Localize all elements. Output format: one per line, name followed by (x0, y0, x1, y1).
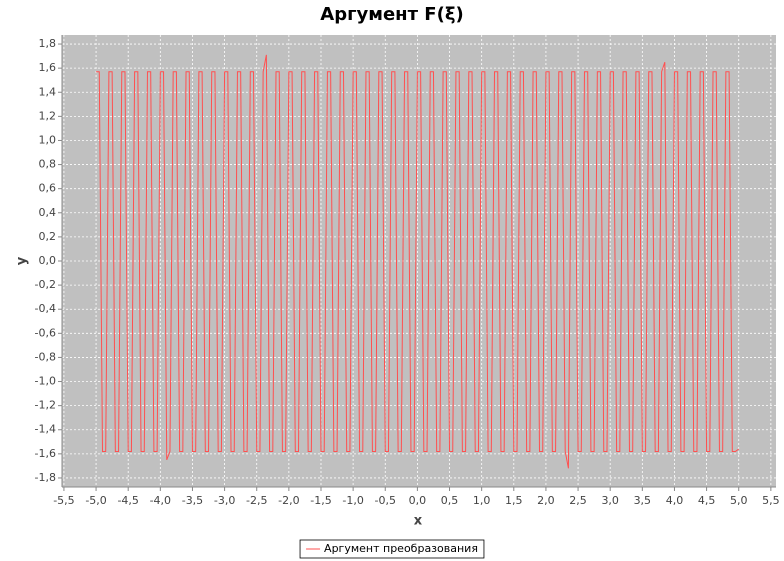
x-tick-label: 4,5 (698, 494, 716, 507)
x-tick-label: 2,0 (537, 494, 555, 507)
y-tick-label: 1,0 (39, 133, 57, 146)
legend-box (299, 539, 485, 559)
y-tick-label: -1,6 (35, 447, 56, 460)
y-tick-label: -0,8 (35, 350, 56, 363)
y-tick-label: -1,8 (35, 471, 56, 484)
x-tick-label: -5,0 (85, 494, 106, 507)
x-tick-label: -0,5 (375, 494, 396, 507)
y-tick-label: 1,6 (39, 61, 57, 74)
x-tick-label: 3,0 (601, 494, 619, 507)
x-tick-label: 0,0 (409, 494, 427, 507)
y-tick-label: 0,8 (39, 158, 57, 171)
x-tick-label: -3,0 (214, 494, 235, 507)
x-tick-label: 5,5 (762, 494, 780, 507)
x-tick-label: 1,0 (473, 494, 491, 507)
y-tick-label: 0,4 (39, 206, 57, 219)
x-tick-label: -4,5 (117, 494, 138, 507)
x-tick-label: -1,0 (342, 494, 363, 507)
x-tick-label: -4,0 (150, 494, 171, 507)
y-tick-label: 1,8 (39, 37, 57, 50)
y-tick-label: 0,2 (39, 230, 57, 243)
legend: Аргумент преобразования (299, 539, 485, 559)
x-tick-label: -2,5 (246, 494, 267, 507)
x-tick-label: -3,5 (182, 494, 203, 507)
x-tick-label: 1,5 (505, 494, 523, 507)
x-tick-label: 5,0 (730, 494, 748, 507)
y-tick-label: 1,2 (39, 109, 57, 122)
y-tick-label: -0,6 (35, 326, 56, 339)
y-tick-label: 0,0 (39, 254, 57, 267)
x-tick-label: -5,5 (53, 494, 74, 507)
data-line (96, 54, 740, 469)
y-tick-label: -0,4 (35, 302, 56, 315)
y-tick-label: -0,2 (35, 278, 56, 291)
x-tick-label: 2,5 (569, 494, 587, 507)
y-axis-label: y (15, 256, 30, 265)
x-tick-label: -1,5 (310, 494, 331, 507)
y-tick-label: 1,4 (39, 85, 57, 98)
legend-label: Аргумент преобразования (324, 542, 478, 555)
y-tick-label: -1,2 (35, 399, 56, 412)
y-tick-label: -1,0 (35, 375, 56, 388)
x-tick-label: 4,0 (666, 494, 684, 507)
chart-title: Аргумент F(ξ) (320, 4, 463, 25)
x-tick-label: -2,0 (278, 494, 299, 507)
x-tick-label: 0,5 (441, 494, 459, 507)
x-axis-label: x (414, 514, 423, 529)
x-tick-label: 3,5 (634, 494, 652, 507)
y-tick-label: -1,4 (35, 423, 56, 436)
y-tick-label: 0,6 (39, 182, 57, 195)
